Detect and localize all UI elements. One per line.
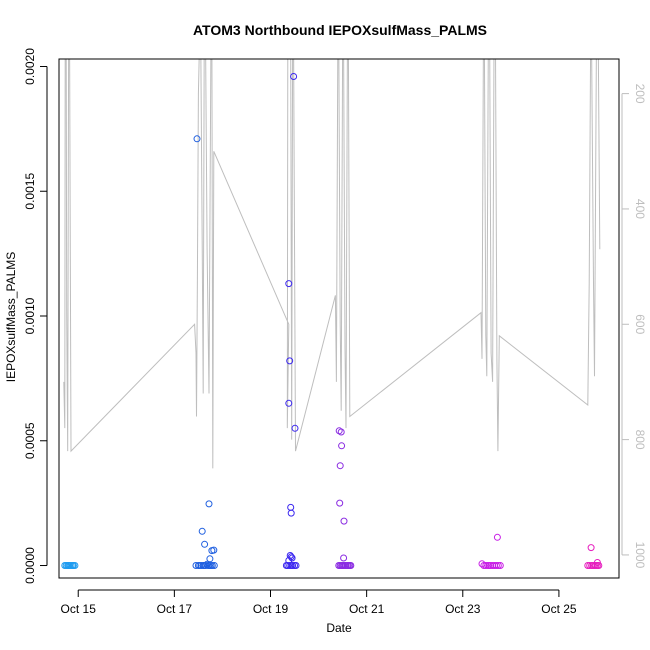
data-point-series-3 <box>285 280 293 288</box>
plot-frame <box>58 58 620 579</box>
y2-tick-label: 800 <box>633 430 647 450</box>
data-point-series-3 <box>287 509 295 517</box>
data-point-series-2 <box>197 562 205 569</box>
x-tick-label: Oct 25 <box>541 602 577 616</box>
data-point-series-3 <box>290 73 298 80</box>
data-point-series-6 <box>587 544 595 552</box>
data-point-series-6 <box>595 562 603 569</box>
data-point-series-1 <box>71 562 79 569</box>
data-point-series-2 <box>201 540 209 548</box>
data-point-series-3 <box>285 399 293 407</box>
y2-tick-label: 1000 <box>633 542 647 569</box>
y-tick-label: 0.0010 <box>23 297 37 334</box>
data-point-series-4 <box>336 462 344 470</box>
data-point-series-2 <box>198 527 206 535</box>
y-tick-label: 0.0000 <box>23 547 37 584</box>
data-point-series-3 <box>289 562 297 569</box>
x-tick-label: Oct 15 <box>61 602 97 616</box>
data-point-series-5 <box>493 533 501 541</box>
x-tick-label: Oct 17 <box>157 602 193 616</box>
data-point-series-2 <box>193 135 201 143</box>
data-point-series-4 <box>347 562 355 569</box>
data-point-series-3 <box>287 503 295 511</box>
data-point-series-2 <box>205 500 213 508</box>
data-point-series-2 <box>210 546 218 554</box>
x-axis-label: Date <box>326 621 352 635</box>
data-point-series-3 <box>284 562 292 569</box>
data-point-series-4 <box>336 499 344 507</box>
y-tick-label: 0.0015 <box>23 173 37 210</box>
x-tick-label: Oct 21 <box>349 602 385 616</box>
altitude-series-line <box>63 59 601 469</box>
data-point-series-4 <box>338 442 346 450</box>
y-axis-right: 200 400 600 800 1000 <box>621 84 647 569</box>
data-point-series-2 <box>208 562 216 569</box>
data-point-series-3 <box>287 553 295 561</box>
data-point-series-5 <box>496 562 504 569</box>
y-axis-label: IEPOXsulfMass_PALMS <box>4 252 18 383</box>
x-axis: Oct 15 Oct 17 Oct 19 Oct 21 Oct 23 Oct 25 <box>61 589 577 616</box>
y-tick-label: 0.0020 <box>23 48 37 85</box>
y2-tick-label: 600 <box>633 314 647 334</box>
data-point-series-3 <box>291 424 299 432</box>
data-point-series-2 <box>206 555 214 563</box>
data-point-series-2 <box>192 562 200 569</box>
data-point-series-5 <box>494 562 502 569</box>
y-tick-label: 0.0005 <box>23 422 37 459</box>
data-point-series-5 <box>482 562 490 569</box>
x-tick-label: Oct 23 <box>445 602 481 616</box>
y2-tick-label: 200 <box>633 84 647 104</box>
data-point-series-6 <box>584 562 592 569</box>
scatter-points-layer <box>61 73 603 569</box>
data-point-series-2 <box>202 562 210 569</box>
x-tick-label: Oct 19 <box>253 602 289 616</box>
data-point-series-4 <box>340 554 348 562</box>
data-point-series-4 <box>337 428 345 436</box>
data-point-series-5 <box>492 562 500 569</box>
data-point-series-4 <box>340 517 348 525</box>
altitude-line-layer <box>63 59 601 469</box>
data-point-series-5 <box>480 562 488 569</box>
data-point-series-3 <box>286 357 294 365</box>
chart-title: ATOM3 Northbound IEPOXsulfMass_PALMS <box>193 22 487 38</box>
data-point-series-2 <box>210 562 218 569</box>
y2-tick-label: 400 <box>633 199 647 219</box>
y-axis-left: 0.0000 0.0005 0.0010 0.0015 0.0020 <box>23 48 48 584</box>
data-point-series-3 <box>292 562 300 569</box>
